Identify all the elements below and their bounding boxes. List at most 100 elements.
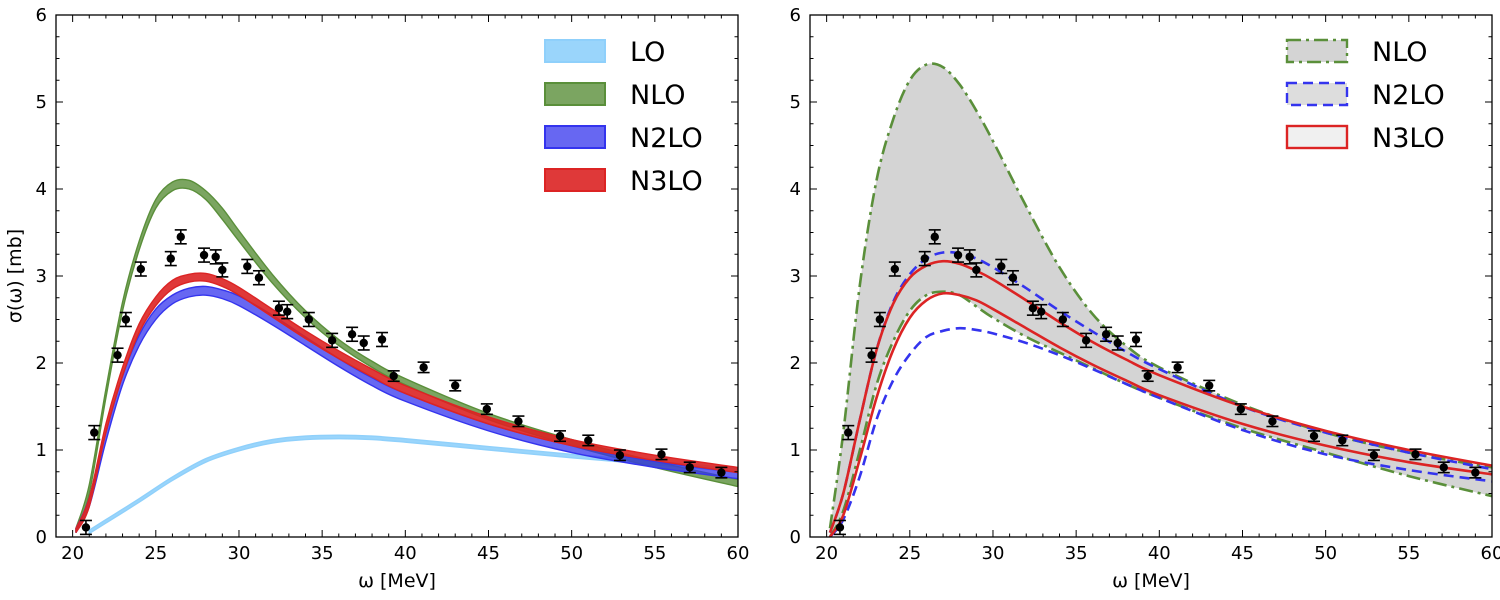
data-point: [417, 361, 430, 374]
y-axis-label: σ(ω) [mb]: [4, 229, 26, 323]
data-marker: [1411, 450, 1420, 459]
data-marker: [121, 315, 131, 324]
legend-item-n2lo: N2LO: [1285, 80, 1445, 111]
data-point: [833, 519, 846, 536]
x-tick-label: 35: [1065, 543, 1088, 564]
data-marker: [657, 450, 666, 459]
legend-swatch-lo: [544, 39, 606, 63]
data-point: [346, 326, 359, 343]
data-point: [1308, 430, 1321, 443]
legend-item-lo: LO: [544, 37, 665, 68]
data-point: [1266, 415, 1279, 428]
data-marker: [1113, 338, 1122, 348]
data-marker: [717, 468, 726, 477]
data-marker: [1058, 315, 1068, 324]
data-point: [252, 269, 265, 286]
data-point: [1080, 332, 1093, 349]
y-tick-label: 6: [790, 5, 801, 26]
data-points: [833, 229, 1482, 536]
data-point: [842, 424, 855, 441]
y-tick-label: 2: [36, 353, 47, 374]
x-axis-label: ω [MeV]: [358, 570, 436, 592]
data-point: [613, 449, 626, 462]
data-marker: [867, 350, 876, 360]
data-marker: [482, 404, 492, 414]
data-point: [918, 250, 931, 267]
data-point: [480, 403, 493, 416]
data-marker: [965, 252, 974, 262]
data-point: [1006, 269, 1019, 286]
x-tick-label: 20: [815, 543, 838, 564]
y-tick-label: 1: [790, 440, 801, 461]
data-point: [1026, 300, 1039, 316]
data-marker: [347, 330, 357, 339]
data-marker: [1309, 431, 1319, 441]
x-tick-label: 45: [477, 543, 500, 564]
data-marker: [176, 232, 185, 242]
data-marker: [1205, 381, 1214, 390]
n2lo-lower-line: [828, 326, 1492, 537]
y-tick-label: 6: [36, 5, 47, 26]
x-tick-label: 60: [1481, 543, 1500, 564]
data-point: [683, 461, 696, 474]
data-marker: [555, 431, 565, 441]
data-point: [1203, 379, 1216, 392]
plot-area: [75, 178, 738, 536]
data-marker: [1143, 371, 1152, 381]
data-marker: [1471, 468, 1480, 477]
data-point: [952, 247, 965, 263]
data-marker: [254, 273, 264, 282]
x-tick-label: 60: [727, 543, 750, 564]
legend: LO NLO N2LO N3LO: [544, 37, 703, 197]
data-marker: [113, 350, 122, 360]
data-point: [1056, 311, 1069, 328]
y-tick-label: 0: [36, 527, 47, 548]
data-marker: [1369, 451, 1379, 460]
data-point: [198, 247, 211, 263]
data-point: [865, 347, 878, 363]
data-point: [111, 347, 124, 363]
legend-swatch-n2lo: [544, 125, 606, 149]
data-point: [888, 261, 901, 277]
data-point: [1141, 370, 1154, 383]
y-tick-label: 3: [790, 266, 801, 287]
data-point: [1035, 303, 1048, 320]
data-marker: [1081, 336, 1091, 345]
data-marker: [359, 338, 368, 348]
data-marker: [844, 428, 853, 437]
data-point: [119, 311, 132, 328]
data-point: [326, 332, 339, 349]
legend-label-lo: LO: [630, 37, 665, 68]
data-marker: [1439, 463, 1448, 472]
data-marker: [685, 463, 694, 472]
data-marker: [304, 315, 314, 324]
data-marker: [1008, 273, 1018, 282]
data-marker: [890, 264, 900, 274]
n3lo-band: [75, 272, 738, 533]
data-point: [1111, 335, 1124, 351]
data-marker: [584, 436, 593, 445]
data-marker: [953, 250, 963, 260]
data-marker: [514, 417, 523, 426]
nlo-upper-line: [828, 62, 1492, 529]
legend-item-n3lo: N3LO: [544, 166, 703, 197]
data-marker: [1268, 417, 1277, 426]
data-point: [174, 229, 187, 245]
y-tick-label: 1: [36, 440, 47, 461]
nlo-band-fill: [829, 63, 1492, 537]
data-marker: [218, 265, 227, 275]
legend-label-n3lo: N3LO: [630, 166, 703, 197]
x-tick-label: 55: [643, 543, 666, 564]
y-tick-label: 2: [790, 353, 801, 374]
data-marker: [389, 371, 398, 381]
data-marker: [1028, 303, 1038, 313]
x-tick-label: 40: [1148, 543, 1171, 564]
nlo-lower-line: [828, 290, 1492, 537]
legend-swatch-nlo: [1285, 38, 1349, 64]
data-point: [302, 311, 315, 328]
data-point: [1409, 448, 1422, 461]
legend-item-nlo: NLO: [1285, 37, 1428, 68]
data-marker: [920, 254, 929, 263]
